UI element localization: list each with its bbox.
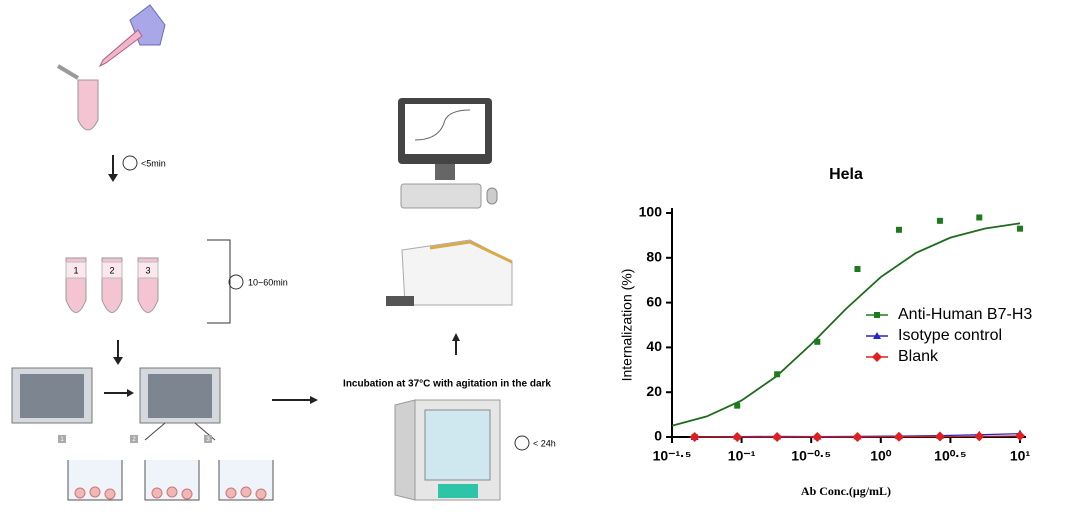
well-label: 3 — [206, 437, 210, 443]
plate-wells — [148, 374, 212, 418]
data-point — [734, 402, 741, 409]
data-point — [814, 338, 821, 345]
x-tick-label: 10⁰·⁵ — [934, 448, 966, 464]
monitor-screen — [405, 104, 485, 154]
clock-icon — [122, 155, 138, 171]
plate-wells — [20, 374, 84, 418]
data-point — [854, 266, 861, 272]
y-tick-label: 60 — [646, 293, 662, 309]
pipette — [98, 29, 143, 68]
arrow-head — [452, 333, 460, 341]
arrow-head — [310, 396, 318, 404]
x-tick-label: 10⁻¹·⁵ — [653, 448, 692, 464]
x-tick-label: 10⁰ — [870, 448, 892, 464]
bracket — [207, 239, 231, 324]
cells — [74, 486, 267, 500]
flow-cytometer — [401, 239, 513, 306]
data-point — [772, 432, 783, 442]
instrument-tray — [386, 296, 414, 306]
data-point — [774, 371, 781, 378]
tube — [77, 79, 99, 131]
fit-curve — [671, 222, 1021, 427]
legend-marker — [873, 332, 881, 339]
time-label: <5min — [141, 158, 166, 168]
incubator-door — [394, 399, 416, 501]
incubator-window — [424, 409, 491, 481]
x-tick-label: 10⁻⁰·⁵ — [791, 448, 831, 464]
well-label: 2 — [132, 437, 136, 443]
arrow-head — [127, 389, 134, 397]
data-point — [1017, 225, 1023, 232]
keyboard — [400, 183, 482, 209]
data-point — [852, 432, 863, 442]
arrow-head — [108, 174, 118, 182]
legend-label: Anti-Human B7-H3 — [898, 306, 1032, 323]
data-point — [732, 432, 743, 442]
data-point — [895, 226, 902, 233]
instrument-trim — [429, 240, 513, 264]
clock-icon — [514, 435, 530, 451]
monitor-stand — [435, 164, 455, 180]
well-badge — [204, 435, 212, 443]
data-point — [1015, 430, 1025, 441]
data-point — [934, 431, 945, 442]
incubator-panel — [438, 484, 478, 498]
data-point — [974, 431, 985, 442]
tube-label: 1 — [73, 265, 78, 275]
legend-marker — [874, 312, 880, 318]
well-badge — [58, 435, 66, 443]
x-tick-label: 10¹ — [1010, 448, 1031, 464]
chart-title: Hela — [829, 166, 863, 183]
clock-icon — [228, 274, 244, 290]
tubes — [65, 257, 159, 313]
y-tick-label: 20 — [646, 383, 662, 399]
y-tick-label: 80 — [646, 249, 662, 265]
data-point — [976, 214, 983, 221]
x-tick-label: 10⁻¹ — [728, 448, 756, 464]
x-axis-label: Ab Conc.(μg/mL) — [801, 484, 891, 498]
tube-cap — [56, 64, 80, 80]
y-tick-label: 40 — [646, 338, 662, 354]
tube-label: 3 — [145, 265, 150, 275]
mouse — [486, 187, 498, 205]
workflow-diagram: <5min 1 2 3 10~60min — [11, 4, 556, 501]
time-label: < 24h — [533, 438, 556, 448]
data-point — [689, 432, 700, 442]
y-axis-label: Internalization (%) — [619, 269, 635, 382]
tube-label: 2 — [109, 265, 114, 275]
screen-curve — [414, 109, 471, 141]
well-badge — [130, 435, 138, 443]
data-point — [812, 432, 823, 442]
data-point — [936, 217, 943, 224]
legend-marker — [872, 352, 882, 362]
arrow-head — [113, 357, 123, 365]
well-label: 1 — [60, 437, 64, 443]
legend-label: Isotype control — [898, 327, 1002, 344]
data-point — [893, 431, 904, 442]
y-tick-label: 100 — [639, 204, 663, 220]
legend-label: Blank — [898, 348, 939, 365]
y-tick-label: 0 — [654, 428, 662, 444]
incubation-label: Incubation at 37°C with agitation in the… — [343, 379, 551, 390]
time-label: 10~60min — [248, 277, 288, 287]
